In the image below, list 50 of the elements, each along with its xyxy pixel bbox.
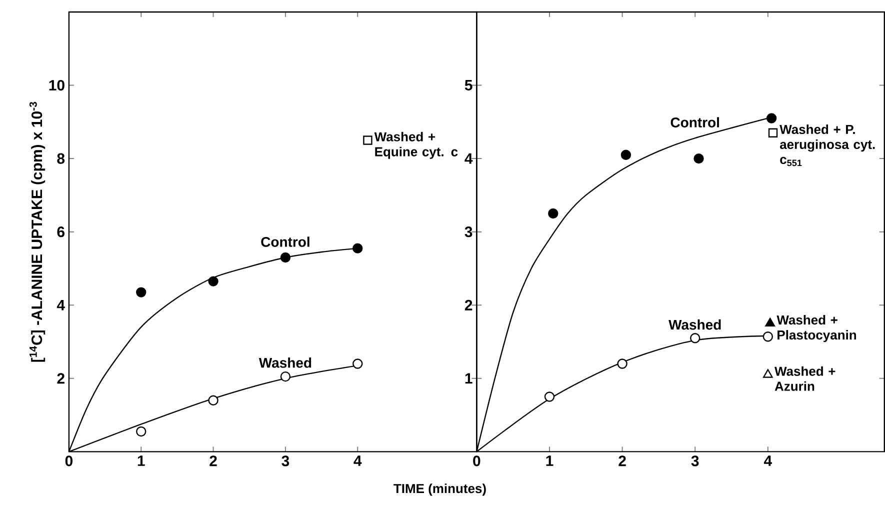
y-tick-label: 1 xyxy=(465,373,472,384)
x-tick-label: 0 xyxy=(65,456,73,466)
series-label: Control xyxy=(261,236,310,248)
point xyxy=(544,392,555,402)
x-axis-title: TIME (minutes) xyxy=(394,484,486,496)
point xyxy=(768,128,778,138)
point xyxy=(208,395,218,406)
point xyxy=(280,252,291,263)
point xyxy=(352,243,363,254)
point xyxy=(694,154,704,164)
y-tick-label: 5 xyxy=(464,80,472,91)
series-label: Washed xyxy=(258,358,312,368)
y-tick-label: 2 xyxy=(464,300,472,311)
y-tick-label: 6 xyxy=(57,226,64,238)
point xyxy=(136,426,146,437)
point xyxy=(352,358,363,370)
x-tick-label: 1 xyxy=(138,456,145,466)
y-tick-label: 3 xyxy=(464,226,472,238)
series-label: Washed + Plastocyanin xyxy=(776,315,856,342)
x-tick-label: 4 xyxy=(354,456,362,466)
x-tick-label: 0 xyxy=(473,456,480,466)
x-tick-label: 3 xyxy=(282,456,290,466)
point xyxy=(617,358,628,370)
y-tick-label: 8 xyxy=(57,153,65,164)
y-tick-label: 4 xyxy=(56,300,65,310)
point xyxy=(690,333,700,344)
point xyxy=(766,113,777,124)
y-tick-label: 10 xyxy=(49,80,64,91)
point xyxy=(548,208,558,219)
x-tick-label: 4 xyxy=(764,456,772,466)
series-label: Washed + Equine cyt. c xyxy=(374,132,458,160)
series-label: Washed xyxy=(668,320,721,330)
series-label: Washed + P. aeruginosa cyt. c$_{551}$ xyxy=(780,124,875,166)
series-label: Control xyxy=(670,117,719,128)
x-tick-label: 2 xyxy=(210,456,217,466)
point xyxy=(762,332,774,342)
series-label: Washed + Azurin xyxy=(774,366,836,392)
y-tick-label: 4 xyxy=(464,154,473,164)
x-tick-label: 3 xyxy=(691,456,699,466)
y-tick-label: 2 xyxy=(57,373,64,384)
y-axis-title: [$^{14}$C] -ALANINE UPTAKE (cpm) x 10$^{-3}$ xyxy=(29,102,46,362)
point xyxy=(620,150,632,160)
x-tick-label: 2 xyxy=(618,456,626,466)
point xyxy=(208,276,218,287)
point xyxy=(765,318,776,327)
point xyxy=(280,372,291,382)
x-tick-label: 1 xyxy=(546,456,554,466)
point xyxy=(136,287,146,298)
point xyxy=(363,136,372,145)
point xyxy=(762,369,773,378)
